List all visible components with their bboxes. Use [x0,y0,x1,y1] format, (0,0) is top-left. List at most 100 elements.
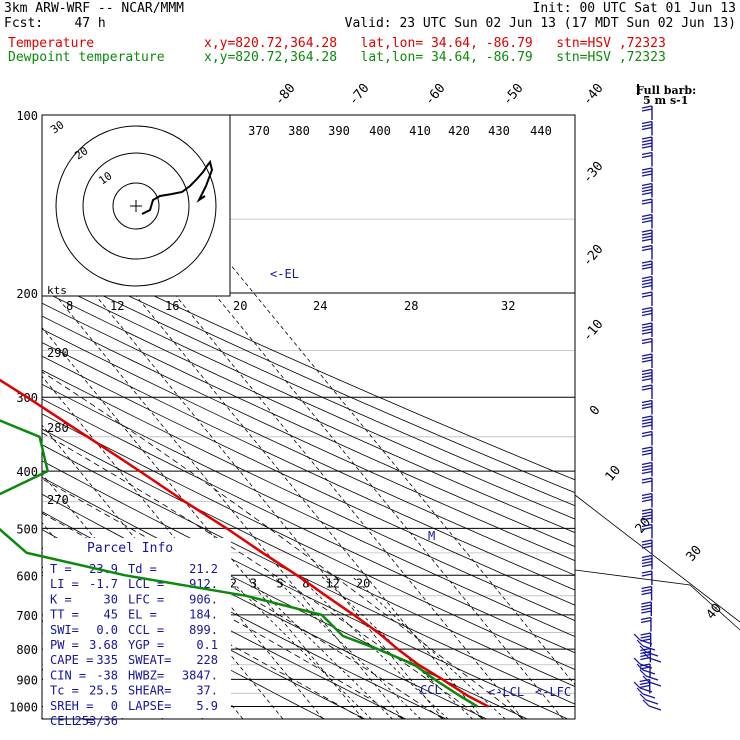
moist-adiabat-20 [42,432,484,719]
dry-adiabat-470 [42,242,575,481]
isotherm-label--40: -40 [580,81,607,109]
wind-barb [640,632,652,647]
wind-barb [641,337,653,353]
dry-adiabat-320 [42,444,575,705]
wind-barb-low [636,639,656,651]
barb-legend-line1: Full barb: [636,84,696,97]
parcel-info-rows: T = 23.9 Td = 21.2LI = -1.7 LCL = 912.K = 30 LFC… [50,562,218,728]
parcel-info-title: Parcel Info [87,541,173,556]
wind-barb [641,182,653,198]
isotherm-label-0: 0 [587,403,604,419]
wind-barb [639,678,651,694]
parcel-cell-9-0: SREH = [50,699,93,713]
isotherm-label--30: -30 [580,159,607,187]
ring-label-30: 30 [48,118,66,136]
wind-barb [641,430,653,446]
dry-adiabat-370 [42,369,575,622]
skewt-full-area [574,494,740,631]
mixing-ratio-line-8 [297,575,449,719]
parcel-cell-2-0: K = [50,592,72,606]
dry-adiabat-420 [42,302,575,547]
dry-adiabat-390 [42,342,575,591]
wind-barb [641,260,653,275]
theta-label-400: 400 [369,124,391,138]
hodograph-ring-20 [82,152,190,260]
parcel-cell-4-2: CCL = [128,623,164,637]
wind-barb-low [642,675,662,687]
theta-label-280: 280 [47,421,69,435]
wind-barb [641,291,653,306]
lcl-marker: <-LCL [488,685,524,699]
dry-adiabat-400 [42,328,575,576]
wind-barb [641,120,653,136]
pressure-label-500: 500 [16,522,38,536]
dry-adiabat-350 [42,398,575,654]
ring-label-20: 20 [72,144,90,162]
wind-barb [641,539,653,554]
mixing-ratio-label-20: 20 [356,577,370,591]
wind-barb [641,244,653,260]
wind-barb-low [639,645,659,657]
wind-barb-low [636,687,656,699]
pressure-label-700: 700 [16,609,38,623]
parcel-cell-4-1: 0.0 [96,623,118,637]
wind-barb-low [642,699,662,711]
isotherm-label-10: 10 [603,463,625,485]
dry-adiabat-410 [42,315,575,562]
level-markers: <-EL M CCL <-LCL <-LFC [270,267,571,699]
parcel-cell-1-0: LI = [50,577,79,591]
dry-adiabat-460 [42,253,575,494]
pressure-label-200: 200 [16,287,38,301]
parcel-cell-8-0: Tc = [50,684,79,698]
wind-barb [641,151,653,167]
parcel-cell-5-0: PW = [50,638,79,652]
valid-time: Valid: 23 UTC Sun 02 Jun 13 (17 MDT Sun … [344,16,736,31]
parcel-cell-8-3: 37. [196,684,218,698]
dry-adiabat-450 [42,265,575,507]
barb-legend-line2: 5 m s-1 [643,94,688,107]
wind-barb [641,213,653,229]
sounding-traces [0,378,489,708]
wind-barb-legend: Full barb: 5 m s-1 [636,84,696,107]
parcel-cell-3-1: 45 [104,608,118,622]
isotherm-label--80: -80 [272,81,299,109]
parcel-cell-7-2: HWBZ= [128,668,164,682]
wind-barb [641,353,653,368]
mixing-ratio-label-12: 12 [325,577,339,591]
wind-barb [641,585,653,601]
dry-adiabat-380 [42,355,575,606]
speed-label-16: 16 [165,299,179,313]
parcel-cell-4-3: 899. [189,623,218,637]
dry-adiabat-360 [42,383,575,638]
theta-label-440: 440 [530,124,552,138]
theta-label-270: 270 [47,493,69,507]
parcel-cell-4-0: SWI= [50,623,79,637]
temperature-location: x,y=820.72,364.28 lat,lon= 34.64, -86.79… [204,36,666,51]
wind-barb-low [633,681,653,693]
pressure-label-100: 100 [16,109,38,123]
isotherm-label--60: -60 [422,81,449,109]
pressure-label-600: 600 [16,569,38,583]
dewpoint-trace [0,419,479,708]
parcel-cell-6-1: 335 [96,653,118,667]
moist-adiabat-30 [42,371,524,719]
isotherm-label-30: 30 [684,543,706,565]
wind-barb [641,492,653,508]
dry-adiabat-310 [42,460,568,719]
hodograph-trace [141,159,214,215]
wind-barb-low [642,651,662,663]
speed-axis: 8 12 16 20 24 28 32 [66,299,515,313]
parcel-cell-2-2: LFC = [128,592,164,606]
wind-barb [641,570,653,585]
dewpoint-legend: Dewpoint temperature [8,50,165,65]
isotherm-label--10: -10 [580,317,607,345]
speed-label-32: 32 [501,299,515,313]
init-time: Init: 00 UTC Sat 01 Jun 13 [532,1,737,16]
pressure-label-800: 800 [16,643,38,657]
parcel-cell-7-0: CIN = [50,668,86,682]
isotherm-label--50: -50 [500,81,527,109]
wind-barb-low [636,663,656,675]
ccl-marker: CCL [420,683,442,697]
mixing-ratio-label-2: 2 [230,577,237,591]
speed-label-12: 12 [110,299,124,313]
